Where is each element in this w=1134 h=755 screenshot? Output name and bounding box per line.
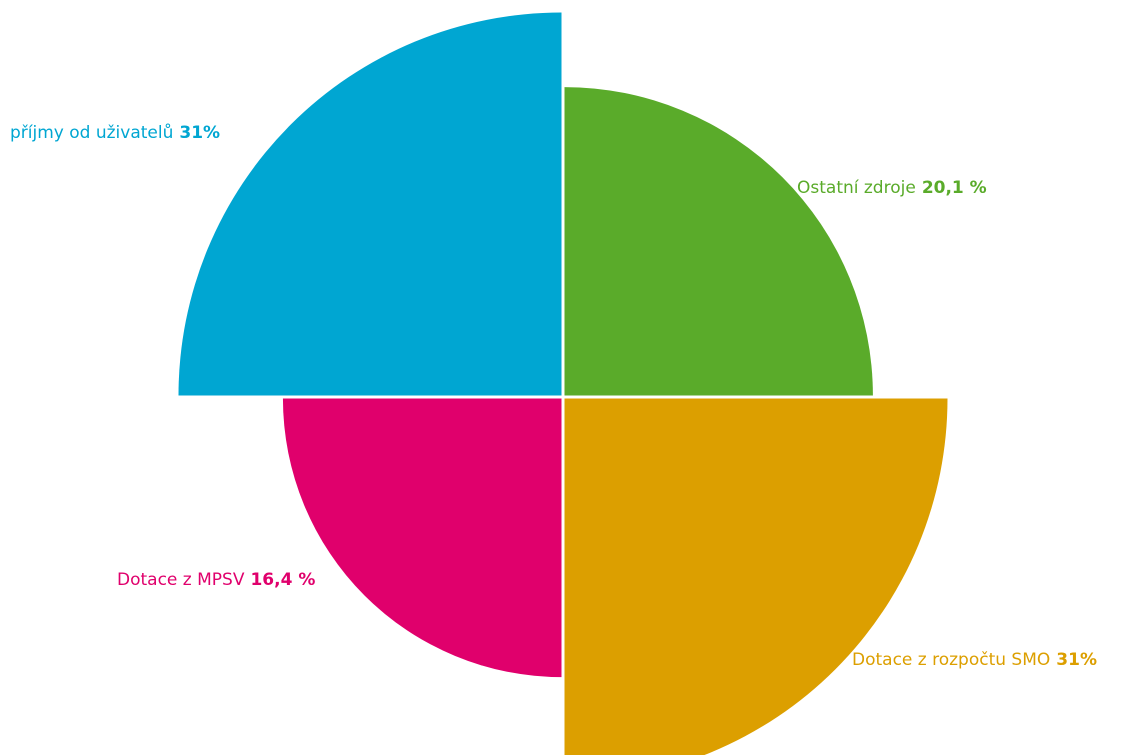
category-name: Dotace z MPSV [117, 570, 245, 590]
sector-label: Dotace z MPSV 16,4 % [117, 570, 315, 590]
category-name: Dotace z rozpočtu SMO [852, 650, 1050, 670]
category-name: Ostatní zdroje [797, 178, 916, 198]
sector-label: Ostatní zdroje 20,1 % [797, 178, 987, 198]
sector [282, 398, 562, 678]
category-name: příjmy od uživatelů [10, 123, 173, 143]
value-label: 31% [179, 123, 220, 143]
value-label: 20,1 % [922, 178, 987, 198]
sector [178, 12, 562, 396]
sector [564, 87, 873, 396]
value-label: 31% [1056, 650, 1097, 670]
sector [564, 398, 948, 755]
value-label: 16,4 % [250, 570, 315, 590]
sector-label: Dotace z rozpočtu SMO 31% [852, 650, 1097, 670]
sector-label: příjmy od uživatelů 31% [10, 123, 220, 143]
